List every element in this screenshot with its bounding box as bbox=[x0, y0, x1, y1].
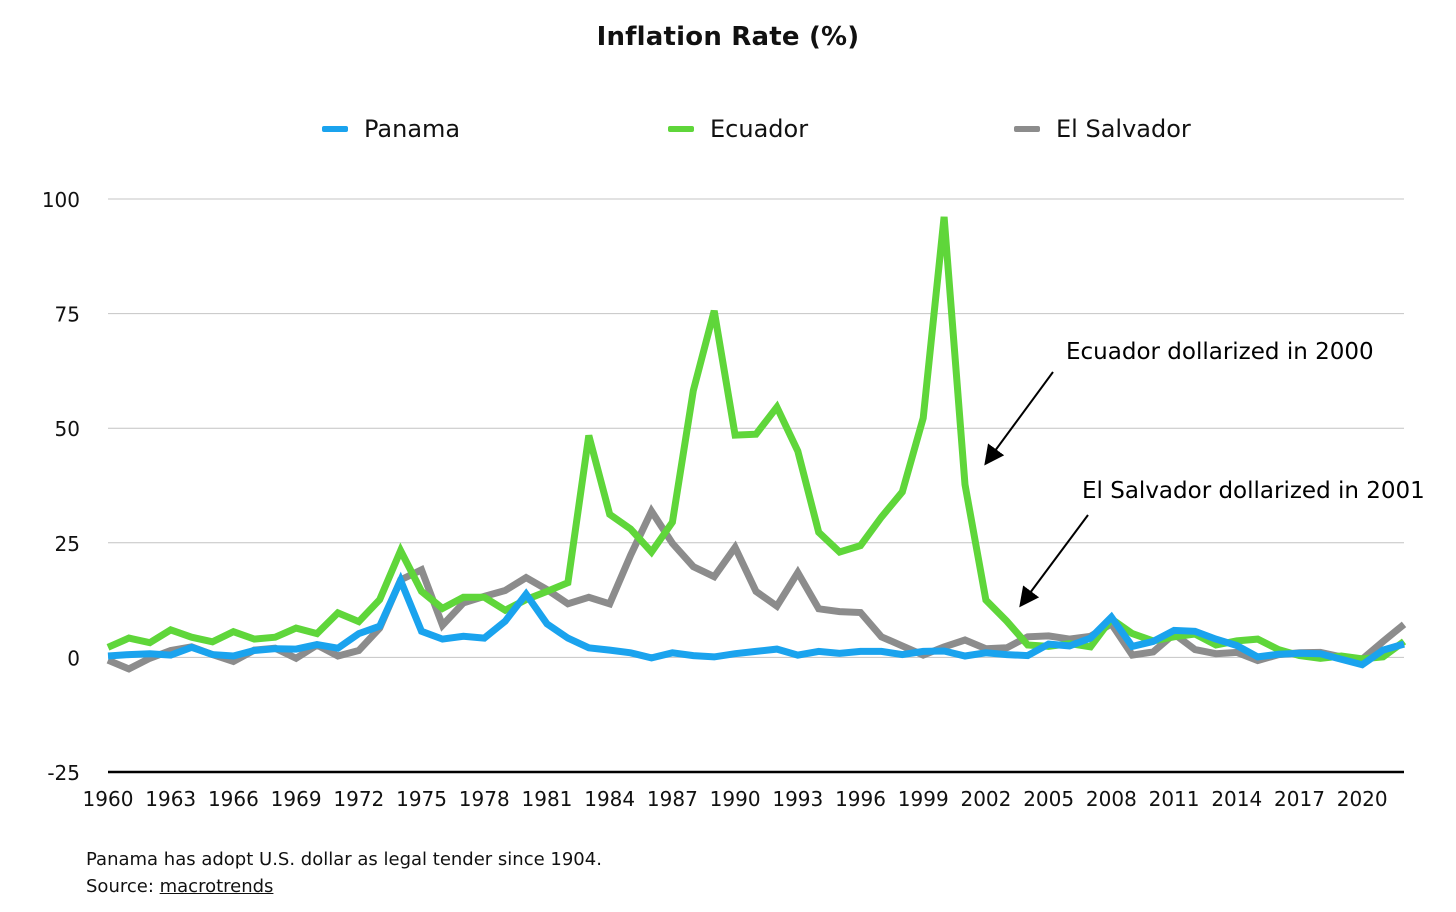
x-tick-label: 2014 bbox=[1211, 787, 1262, 811]
legend-label-panama: Panama bbox=[364, 115, 461, 143]
legend-swatch-ecuador bbox=[668, 126, 694, 132]
grid-layer bbox=[108, 198, 1404, 658]
legend-item-ecuador: Ecuador bbox=[668, 115, 808, 143]
annotation-arrow-ecuador bbox=[984, 371, 1054, 466]
annotation-ecuador: Ecuador dollarized in 2000 bbox=[1066, 339, 1374, 365]
series-layer bbox=[106, 216, 1407, 673]
x-tick-label: 1966 bbox=[208, 787, 259, 811]
series-line-ecuador bbox=[106, 216, 1407, 663]
legend-label-ecuador: Ecuador bbox=[710, 115, 809, 143]
legend-swatch-panama bbox=[322, 126, 348, 132]
legend: Panama Ecuador El Salvador bbox=[0, 115, 1456, 151]
y-tick-label: 50 bbox=[55, 417, 80, 441]
x-tick-label: 2011 bbox=[1149, 787, 1200, 811]
x-tick-label: 1960 bbox=[83, 787, 134, 811]
x-tick-label: 1978 bbox=[459, 787, 510, 811]
axis-layer: -25 0 25 50 75 100 1960 1963 1966 1969 1972 1975 197… bbox=[42, 188, 1404, 811]
x-tick-label: 1999 bbox=[898, 787, 949, 811]
y-tick-label: -25 bbox=[47, 761, 80, 785]
legend-label-el-salvador: El Salvador bbox=[1056, 115, 1191, 143]
x-tick-label: 1981 bbox=[522, 787, 573, 811]
x-tick-label: 1972 bbox=[333, 787, 384, 811]
annotation-layer: Ecuador dollarized in 2000 El Salvador d… bbox=[984, 339, 1425, 608]
footnote-line: Panama has adopt U.S. dollar as legal te… bbox=[86, 849, 602, 870]
x-tick-label: 2017 bbox=[1274, 787, 1325, 811]
x-tick-label: 1963 bbox=[145, 787, 196, 811]
x-tick-label: 1969 bbox=[271, 787, 322, 811]
x-tick-label: 2008 bbox=[1086, 787, 1137, 811]
x-tick-label: 2002 bbox=[960, 787, 1011, 811]
x-tick-label: 1987 bbox=[647, 787, 698, 811]
x-tick-label: 1990 bbox=[710, 787, 761, 811]
x-tick-label: 2020 bbox=[1337, 787, 1388, 811]
x-tick-label: 1993 bbox=[772, 787, 823, 811]
annotation-arrow-el-salvador bbox=[1019, 514, 1089, 608]
footnote-source: Source: macrotrends bbox=[86, 873, 602, 900]
legend-item-el-salvador: El Salvador bbox=[1014, 115, 1191, 143]
source-label: Source: bbox=[86, 876, 160, 897]
x-tick-label: 1996 bbox=[835, 787, 886, 811]
y-tick-label: 25 bbox=[55, 532, 80, 556]
footnote: Panama has adopt U.S. dollar as legal te… bbox=[86, 846, 602, 900]
legend-swatch-el-salvador bbox=[1014, 126, 1040, 132]
source-link[interactable]: macrotrends bbox=[159, 876, 274, 897]
series-line-panama bbox=[107, 571, 1405, 669]
x-tick-label: 2005 bbox=[1023, 787, 1074, 811]
chart-title: Inflation Rate (%) bbox=[596, 22, 860, 52]
legend-item-panama: Panama bbox=[322, 115, 460, 143]
x-tick-label: 1975 bbox=[396, 787, 447, 811]
x-tick-label: 1984 bbox=[584, 787, 635, 811]
y-tick-label: 75 bbox=[55, 303, 80, 327]
annotation-el-salvador: El Salvador dollarized in 2001 bbox=[1082, 478, 1425, 504]
y-tick-label: 100 bbox=[42, 188, 80, 212]
y-tick-label: 0 bbox=[67, 646, 80, 670]
